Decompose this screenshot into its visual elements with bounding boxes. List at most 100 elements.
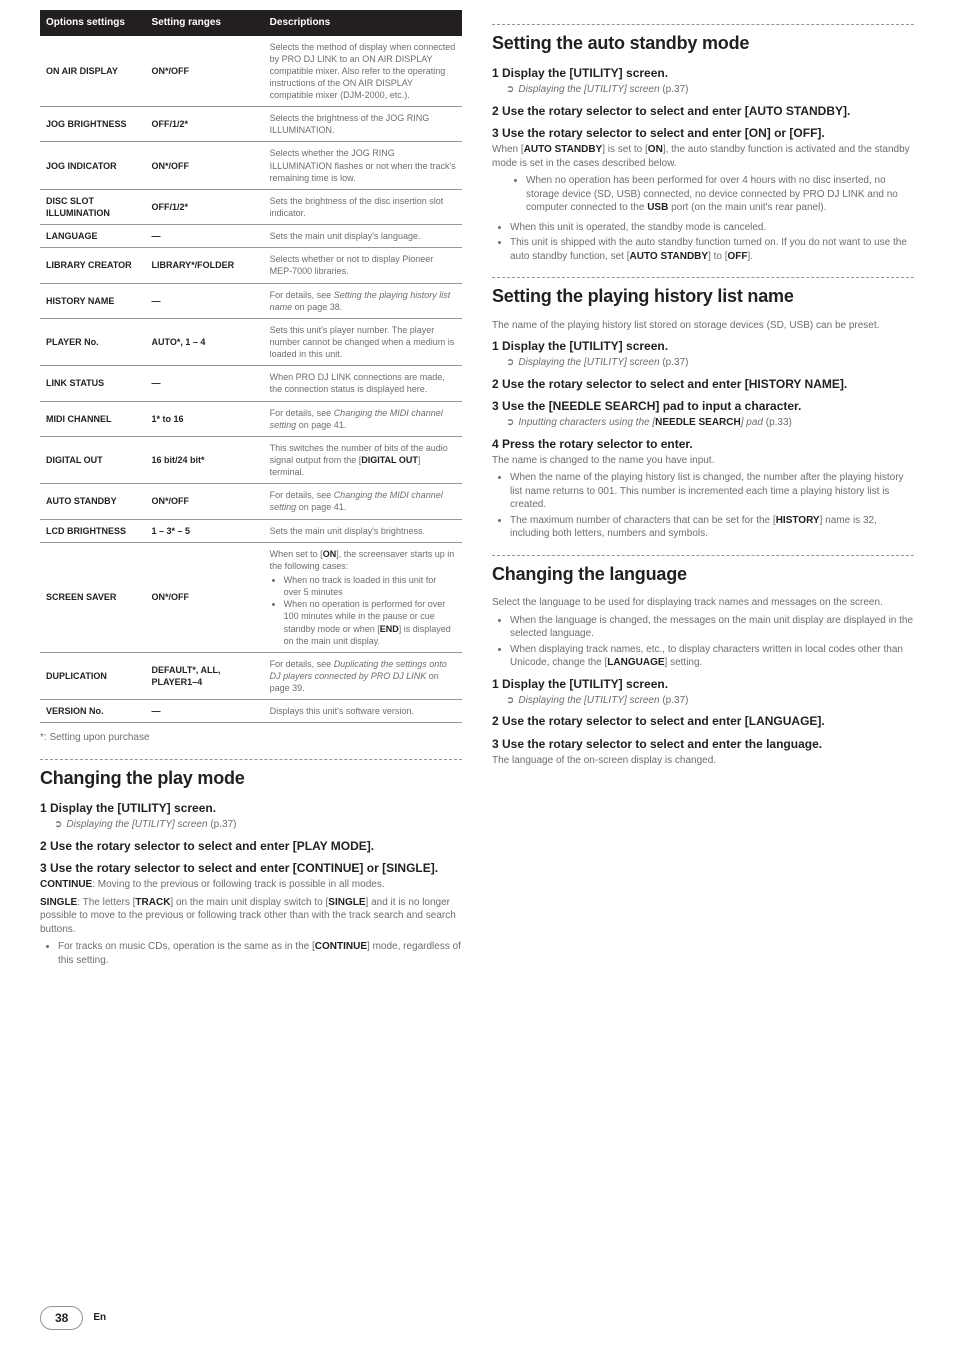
- continue-desc: CONTINUE: Moving to the previous or foll…: [40, 878, 462, 892]
- step-1-sub: Displaying the [UTILITY] screen (p.37): [54, 818, 462, 832]
- list-item: When the language is changed, the messag…: [510, 614, 914, 641]
- opt-range: —: [146, 225, 264, 248]
- step-1: 1 Display the [UTILITY] screen.: [492, 676, 914, 692]
- xref-tail: (p.33): [763, 417, 792, 428]
- desc-pre: For details, see: [270, 659, 334, 669]
- opt-key: DUPLICATION: [40, 652, 146, 699]
- p1c: ] is set to [: [602, 144, 648, 155]
- table-row: VERSION No. — Displays this unit's softw…: [40, 700, 462, 723]
- desc-pre: For details, see: [270, 408, 334, 418]
- opt-key: DISC SLOT ILLUMINATION: [40, 189, 146, 224]
- page-root: Options settings Setting ranges Descript…: [0, 0, 954, 1348]
- section-title-language: Changing the language: [492, 562, 914, 586]
- opt-desc: For details, see Changing the MIDI chann…: [264, 484, 462, 519]
- b2c: ] setting.: [665, 657, 703, 668]
- desc-bold: DIGITAL OUT: [361, 455, 418, 465]
- b3d: OFF: [728, 251, 748, 262]
- opt-range: ON*/OFF: [146, 142, 264, 189]
- opt-key: AUTO STANDBY: [40, 484, 146, 519]
- b3b: AUTO STANDBY: [630, 251, 709, 262]
- xref-tail: (p.37): [208, 819, 237, 830]
- options-tbody: ON AIR DISPLAY ON*/OFF Selects the metho…: [40, 36, 462, 723]
- opt-key: LINK STATUS: [40, 366, 146, 401]
- auto-standby-desc: When [AUTO STANDBY] is set to [ON], the …: [492, 143, 914, 170]
- opt-desc: For details, see Duplicating the setting…: [264, 652, 462, 699]
- single-a: : The letters [: [77, 897, 135, 908]
- opt-range: DEFAULT*, ALL, PLAYER1–4: [146, 652, 264, 699]
- step-1-sub: Displaying the [UTILITY] screen (p.37): [506, 356, 914, 370]
- b3c: ] to [: [708, 251, 727, 262]
- step-3: 3 Use the rotary selector to select and …: [40, 860, 462, 876]
- left-column: Options settings Setting ranges Descript…: [40, 10, 462, 973]
- th-options: Options settings: [40, 10, 146, 36]
- desc-post: on page 41.: [296, 502, 346, 512]
- opt-desc: Selects whether the JOG RING ILLUMINATIO…: [264, 142, 462, 189]
- xref-tail: (p.37): [660, 357, 689, 368]
- step-1-sub: Displaying the [UTILITY] screen (p.37): [506, 694, 914, 708]
- section-title-history: Setting the playing history list name: [492, 284, 914, 308]
- desc-pre: For details, see: [270, 290, 334, 300]
- history-result: The name is changed to the name you have…: [492, 454, 914, 468]
- opt-desc: This switches the number of bits of the …: [264, 436, 462, 483]
- list-item: When the name of the playing history lis…: [510, 471, 914, 512]
- table-row: PLAYER No. AUTO*, 1 – 4 Sets this unit's…: [40, 318, 462, 365]
- table-footnote: *: Setting upon purchase: [40, 731, 462, 745]
- table-row: MIDI CHANNEL 1* to 16 For details, see C…: [40, 401, 462, 436]
- note-b: CONTINUE: [315, 941, 367, 952]
- xref-tail: (p.37): [660, 695, 689, 706]
- p1a: When [: [492, 144, 524, 155]
- step-3: 3 Use the rotary selector to select and …: [492, 125, 914, 141]
- desc-post: on page 41.: [296, 420, 346, 430]
- b2b: HISTORY: [776, 515, 820, 526]
- step-2: 2 Use the rotary selector to select and …: [40, 838, 462, 854]
- list-item: The maximum number of characters that ca…: [510, 514, 914, 541]
- opt-range: ON*/OFF: [146, 36, 264, 107]
- opt-range: LIBRARY*/FOLDER: [146, 248, 264, 283]
- opt-key: VERSION No.: [40, 700, 146, 723]
- opt-key: LCD BRIGHTNESS: [40, 519, 146, 542]
- xref-link: Displaying the [UTILITY] screen: [518, 695, 659, 706]
- xref-link: Displaying the [UTILITY] screen: [518, 357, 659, 368]
- table-row: JOG INDICATOR ON*/OFF Selects whether th…: [40, 142, 462, 189]
- step-1: 1 Display the [UTILITY] screen.: [492, 65, 914, 81]
- step-1: 1 Display the [UTILITY] screen.: [492, 338, 914, 354]
- b3e: ].: [748, 251, 754, 262]
- table-row: LINK STATUS — When PRO DJ LINK connectio…: [40, 366, 462, 401]
- track-label: TRACK: [135, 897, 170, 908]
- opt-key: HISTORY NAME: [40, 283, 146, 318]
- opt-desc: For details, see Setting the playing his…: [264, 283, 462, 318]
- b2b: LANGUAGE: [607, 657, 664, 668]
- b2a: When displaying track names, etc., to di…: [510, 644, 903, 669]
- step-2: 2 Use the rotary selector to select and …: [492, 713, 914, 729]
- opt-range: 1 – 3* – 5: [146, 519, 264, 542]
- opt-range: 1* to 16: [146, 401, 264, 436]
- opt-desc: Sets the main unit display's language.: [264, 225, 462, 248]
- th-desc: Descriptions: [264, 10, 462, 36]
- opt-desc: Selects whether or not to display Pionee…: [264, 248, 462, 283]
- auto-standby-sublist: When no operation has been performed for…: [526, 174, 914, 215]
- screensaver-bullets: When no track is loaded in this unit for…: [270, 574, 456, 647]
- list-item: When no operation has been performed for…: [526, 174, 914, 215]
- section-title-auto-standby: Setting the auto standby mode: [492, 31, 914, 55]
- opt-range: —: [146, 700, 264, 723]
- table-row: HISTORY NAME — For details, see Setting …: [40, 283, 462, 318]
- table-row: LANGUAGE — Sets the main unit display's …: [40, 225, 462, 248]
- intro-pre: When set to [: [270, 549, 323, 559]
- single-label-2: SINGLE: [328, 897, 365, 908]
- xref-link: Displaying the [UTILITY] screen: [518, 84, 659, 95]
- p1d: ON: [648, 144, 663, 155]
- xref-link: Displaying the [UTILITY] screen: [66, 819, 207, 830]
- opt-key: DIGITAL OUT: [40, 436, 146, 483]
- opt-key: PLAYER No.: [40, 318, 146, 365]
- opt-key: SCREEN SAVER: [40, 542, 146, 652]
- section-divider: [492, 555, 914, 556]
- page-lang: En: [93, 1311, 106, 1325]
- step-3-sub: Inputting characters using the [NEEDLE S…: [506, 416, 914, 430]
- xref-post: ] pad: [741, 417, 763, 428]
- opt-desc: Selects the method of display when conne…: [264, 36, 462, 107]
- page-number: 38: [40, 1306, 83, 1330]
- lang-result: The language of the on-screen display is…: [492, 754, 914, 768]
- section-title-play-mode: Changing the play mode: [40, 766, 462, 790]
- xref-bold: NEEDLE SEARCH: [655, 417, 741, 428]
- step-2: 2 Use the rotary selector to select and …: [492, 376, 914, 392]
